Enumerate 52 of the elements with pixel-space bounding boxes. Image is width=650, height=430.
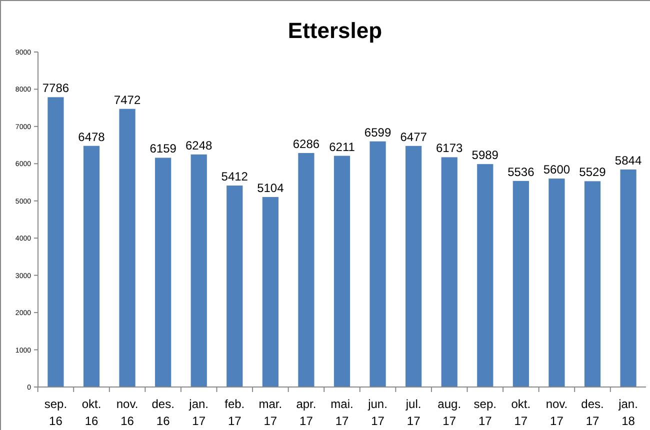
bar [298, 153, 314, 387]
x-tick-label: mar. 17 [258, 397, 282, 428]
data-label: 5600 [543, 162, 570, 177]
bar [441, 157, 458, 387]
bar [334, 156, 350, 387]
data-label: 6173 [436, 141, 464, 156]
x-tick-label: jan. 17 [188, 397, 209, 428]
bar [262, 197, 278, 387]
x-tick-label: des. 17 [581, 397, 604, 428]
data-label: 5989 [472, 148, 499, 162]
data-label: 6211 [329, 140, 356, 154]
bar [548, 178, 565, 387]
data-label: 6599 [364, 125, 392, 140]
data-label: 6477 [400, 130, 428, 144]
bar [584, 181, 601, 387]
x-tick-label: nov. 17 [546, 397, 568, 428]
bar [155, 158, 172, 387]
bar [48, 97, 64, 387]
data-label: 6248 [186, 138, 213, 152]
data-label: 7786 [42, 81, 70, 96]
x-tick-label: okt. 17 [511, 397, 531, 428]
x-tick-label: nov. 16 [116, 397, 138, 428]
data-label: 5104 [257, 181, 284, 196]
x-tick-label: sep. 16 [44, 397, 68, 428]
bar [370, 141, 386, 387]
data-label: 7472 [114, 92, 141, 107]
x-tick-label: apr. 17 [296, 397, 316, 428]
chart-title: Etterslep [288, 18, 382, 43]
bar [512, 180, 529, 387]
bar [620, 169, 636, 387]
data-label: 5536 [508, 164, 535, 179]
x-tick-label: jan. 18 [618, 397, 638, 428]
bar [190, 154, 207, 387]
bar [406, 146, 422, 387]
data-label: 6478 [78, 130, 106, 144]
x-tick-label: sep. 17 [474, 397, 496, 428]
x-tick-label: jul. 17 [404, 397, 422, 428]
x-tick-label: jun. 17 [367, 397, 388, 428]
data-label: 6159 [150, 142, 177, 156]
bar [477, 164, 494, 387]
data-label: 5412 [221, 170, 248, 184]
x-tick-label: des. 16 [152, 397, 174, 428]
x-tick-label: okt. 16 [82, 397, 102, 428]
bar [83, 146, 100, 387]
bar [119, 108, 136, 387]
x-tick-label: aug. 17 [438, 397, 462, 428]
x-tick-label: feb. 17 [224, 397, 245, 428]
data-label: 5844 [614, 153, 642, 168]
data-label: 6286 [292, 137, 320, 152]
data-label: 5529 [579, 165, 606, 180]
bar [226, 186, 243, 387]
x-tick-label: mai. 17 [330, 397, 354, 428]
